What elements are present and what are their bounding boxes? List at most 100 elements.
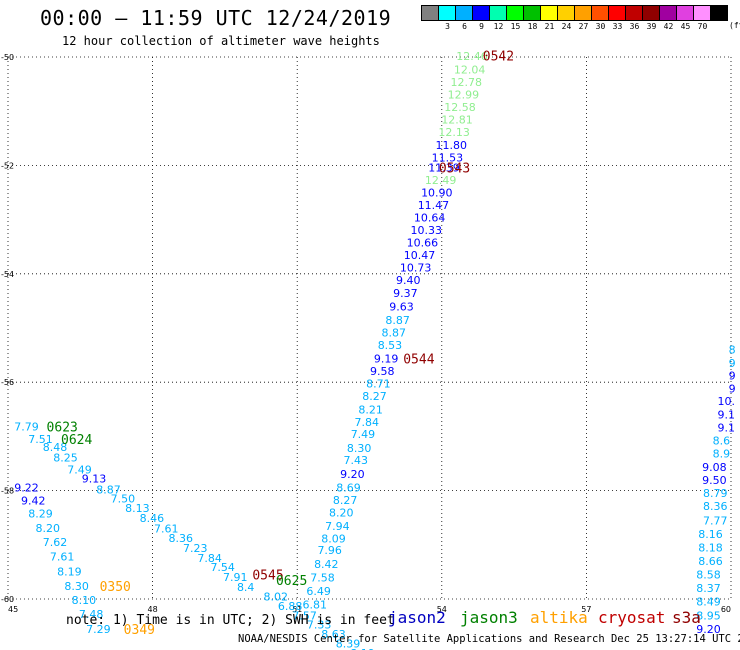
colorbar-swatch xyxy=(642,5,660,21)
colorbar-swatch xyxy=(710,5,728,21)
colorbar-label: 24 xyxy=(561,22,572,31)
colorbar-cell: 42 xyxy=(659,5,677,33)
wave-height-value: 7.33 xyxy=(307,618,332,631)
colorbar-cell: 39 xyxy=(642,5,660,33)
wave-height-value: 8.69 xyxy=(336,481,361,494)
wave-height-value: 12.81 xyxy=(441,113,473,126)
colorbar-cell: 15 xyxy=(506,5,524,33)
pass-time-label: 0542 xyxy=(483,49,514,64)
pass-time-label: 0623 xyxy=(47,421,78,436)
wave-height-value: 8.19 xyxy=(350,647,375,650)
wave-height-value: 10.47 xyxy=(404,249,436,262)
wave-height-value: 8.27 xyxy=(333,494,358,507)
colorbar-swatch xyxy=(455,5,473,21)
wave-height-value: 7.54 xyxy=(210,561,235,574)
wave-height-value: 12.46 xyxy=(456,50,488,63)
wave-height-value: 12.49 xyxy=(425,174,457,187)
wave-height-value: 9 xyxy=(729,357,736,370)
colorbar-label: 21 xyxy=(544,22,555,31)
wave-height-value: 9 xyxy=(729,383,736,396)
wave-height-value: 8.16 xyxy=(698,528,723,541)
axis-ticks: 45 48 51 54 57 60 -50 -52 -54 -56 -58 -60 xyxy=(1,53,731,614)
pass-time-label: 0624 xyxy=(61,433,92,448)
wave-height-value: 8.49 xyxy=(696,596,721,609)
wave-height-value: 10.33 xyxy=(410,224,442,237)
wave-height-value: 8.71 xyxy=(366,377,391,390)
colorbar-swatch xyxy=(506,5,524,21)
legend-item-altika: altika xyxy=(530,608,588,627)
colorbar-swatch xyxy=(659,5,677,21)
wave-height-value: 7.96 xyxy=(317,544,342,557)
colorbar-label: 70 xyxy=(697,22,708,31)
wave-height-value: 11.47 xyxy=(418,199,450,212)
legend-item-jason3: jason3 xyxy=(460,608,518,627)
wave-height-value: 9.20 xyxy=(696,623,721,636)
colorbar-cell: 70 xyxy=(693,5,711,33)
wave-height-value: 7.43 xyxy=(343,454,368,467)
wave-height-labels: 12.4612.0412.7812.9912.5812.8112.1311.80… xyxy=(14,50,735,650)
wave-height-value: 9.63 xyxy=(389,300,414,313)
lat-tick-label: -54 xyxy=(1,270,14,279)
credit-line: NOAA/NESDIS Center for Satellite Applica… xyxy=(238,633,740,645)
wave-height-value: 8.09 xyxy=(321,532,346,545)
wave-height-value: 8.13 xyxy=(125,502,150,515)
wave-height-value: 8.19 xyxy=(57,565,82,578)
colorbar-unit: (ft) xyxy=(729,21,740,30)
wave-height-value: 8.39 xyxy=(336,637,361,650)
colorbar-cell: 9 xyxy=(472,5,490,33)
colorbar-label: 45 xyxy=(680,22,691,31)
lon-tick-label: 51 xyxy=(292,605,302,614)
colorbar-cell: 24 xyxy=(557,5,575,33)
wave-height-value: 12.13 xyxy=(438,126,470,139)
wave-height-value: 9.1 xyxy=(718,422,736,435)
wave-height-value: 8.66 xyxy=(698,555,723,568)
colorbar-swatch xyxy=(591,5,609,21)
colorbar-swatch xyxy=(693,5,711,21)
colorbar-label: 12 xyxy=(493,22,504,31)
wave-height-value: 7.79 xyxy=(14,421,39,434)
colorbar-swatch xyxy=(676,5,694,21)
colorbar-swatch xyxy=(608,5,626,21)
lat-tick-label: -60 xyxy=(1,595,14,604)
wave-height-value: 7.94 xyxy=(325,520,350,533)
wave-height-value: 8.36 xyxy=(169,532,194,545)
wave-height-value: 7.58 xyxy=(310,571,335,584)
colorbar-cell: 30 xyxy=(591,5,609,33)
wave-height-value: 9.13 xyxy=(82,473,107,486)
wave-height-value: 7.23 xyxy=(183,542,208,555)
colorbar-label: 9 xyxy=(479,22,484,31)
wave-height-value: 11.39 xyxy=(428,162,460,175)
wave-height-value: 7.62 xyxy=(43,536,67,549)
wave-height-value: 6.81 xyxy=(303,598,328,611)
pass-time-label: 0625 xyxy=(276,574,307,589)
colorbar-swatch xyxy=(523,5,541,21)
wave-height-value: 9.42 xyxy=(21,494,46,507)
wave-height-value: 11.80 xyxy=(436,139,468,152)
wave-height-value: 7.77 xyxy=(703,514,728,527)
colorbar-swatch xyxy=(557,5,575,21)
colorbar-cell: 18 xyxy=(523,5,541,33)
wave-height-value: 8.87 xyxy=(96,484,121,497)
wave-height-value: 8.37 xyxy=(696,582,721,595)
wave-height-value: 9.37 xyxy=(393,287,418,300)
wave-height-value: 6.88 xyxy=(278,600,303,613)
lon-tick-label: 57 xyxy=(581,605,591,614)
colorbar-cell: 12 xyxy=(489,5,507,33)
wave-height-value: 12.04 xyxy=(454,63,486,76)
wave-height-value: 8.29 xyxy=(28,507,53,520)
wave-height-value: 8.9 xyxy=(713,448,731,461)
wave-height-value: 8.6 xyxy=(713,435,731,448)
wave-height-value: 7.61 xyxy=(154,523,179,536)
wave-height-value: 8.87 xyxy=(385,314,410,327)
wave-height-value: 8 xyxy=(729,344,736,357)
wave-height-value: 8.02 xyxy=(263,590,288,603)
wave-height-value: 8.30 xyxy=(64,580,89,593)
colorbar-cell: 21 xyxy=(540,5,558,33)
wave-height-value: 8.95 xyxy=(696,609,721,622)
wave-height-value: 8.46 xyxy=(140,512,165,525)
wave-height-value: 7.84 xyxy=(355,416,380,429)
wave-height-value: 8.20 xyxy=(329,506,354,519)
colorbar-swatch xyxy=(540,5,558,21)
